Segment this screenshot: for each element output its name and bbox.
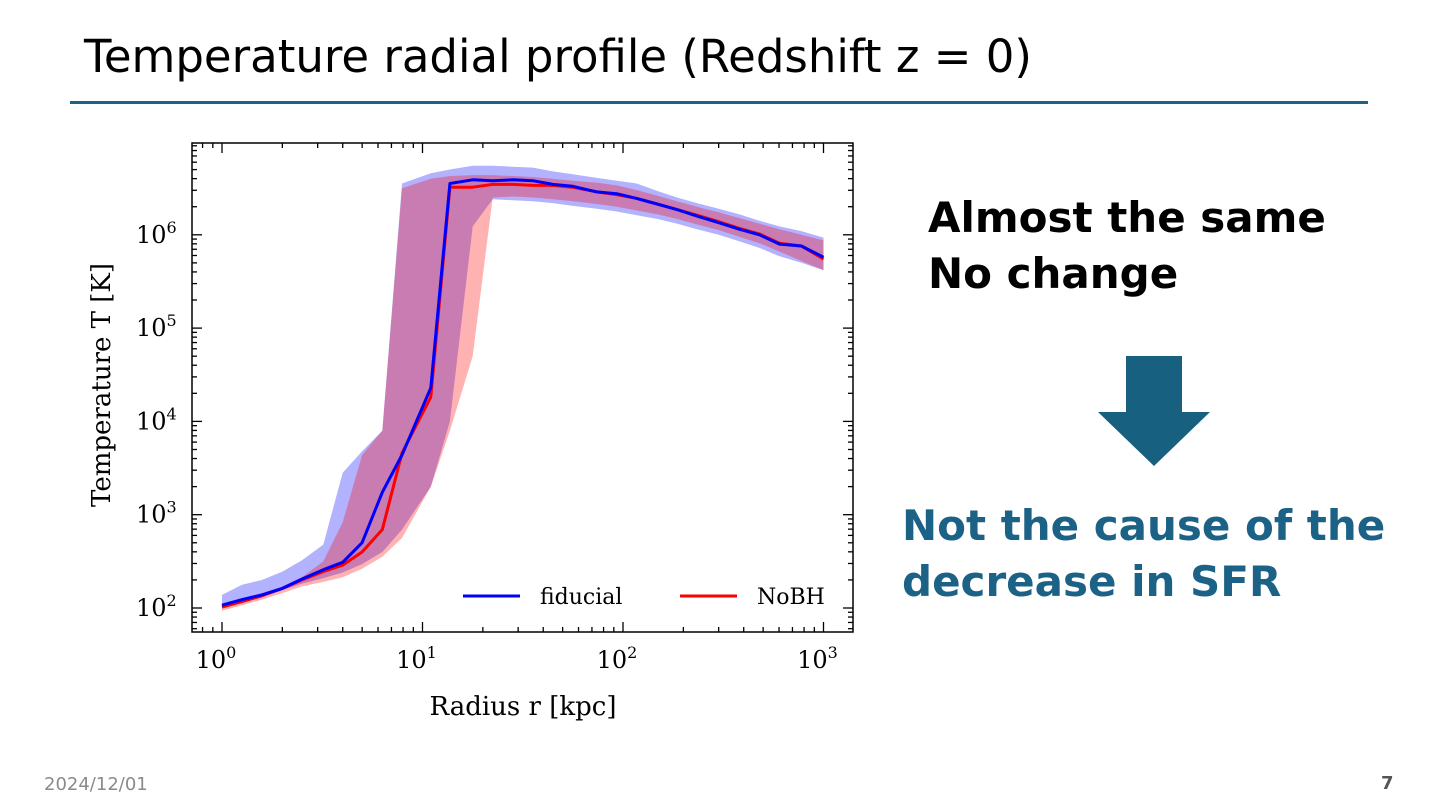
slide-title: Temperature radial profile (Redshift z =… [84, 30, 1032, 83]
line-fiducial [221, 178, 825, 607]
line-nobh [221, 182, 825, 609]
y-tick-label: 103 [136, 498, 177, 529]
legend: fiducial NoBH [463, 585, 825, 610]
bands [222, 165, 824, 611]
band-fiducial [222, 165, 824, 609]
message-line-2: No change [928, 249, 1179, 298]
y-tick-label: 106 [136, 218, 177, 249]
plot-frame [191, 142, 854, 633]
y-tick-label: 102 [136, 591, 177, 622]
key-message: Almost the same No change [928, 190, 1326, 302]
series-lines [221, 178, 825, 609]
title-divider [70, 101, 1368, 104]
y-tick-label: 104 [136, 404, 177, 435]
band-nobh [222, 175, 824, 611]
axis-ticks [192, 143, 853, 632]
page-number: 7 [1381, 773, 1394, 794]
legend-label-fiducial: fiducial [540, 585, 622, 610]
x-tick-label: 103 [797, 643, 838, 674]
legend-label-nobh: NoBH [757, 585, 825, 610]
arrow-down-icon [1098, 356, 1210, 466]
x-tick-label: 102 [597, 643, 638, 674]
y-axis-label: Temperature T [K] [87, 263, 117, 507]
conclusion: Not the cause of the decrease in SFR [902, 498, 1385, 610]
y-tick-label: 105 [136, 311, 177, 342]
tick-labels: 100 101 102 103 102 103 104 105 106 [136, 218, 838, 674]
x-tick-label: 101 [396, 643, 437, 674]
x-tick-label: 100 [196, 643, 237, 674]
x-axis-label: Radius r [kpc] [430, 692, 617, 722]
slide-date: 2024/12/01 [44, 774, 148, 795]
message-line-1: Almost the same [928, 193, 1326, 242]
conclusion-line-2: decrease in SFR [902, 557, 1282, 606]
conclusion-line-1: Not the cause of the [902, 501, 1386, 550]
